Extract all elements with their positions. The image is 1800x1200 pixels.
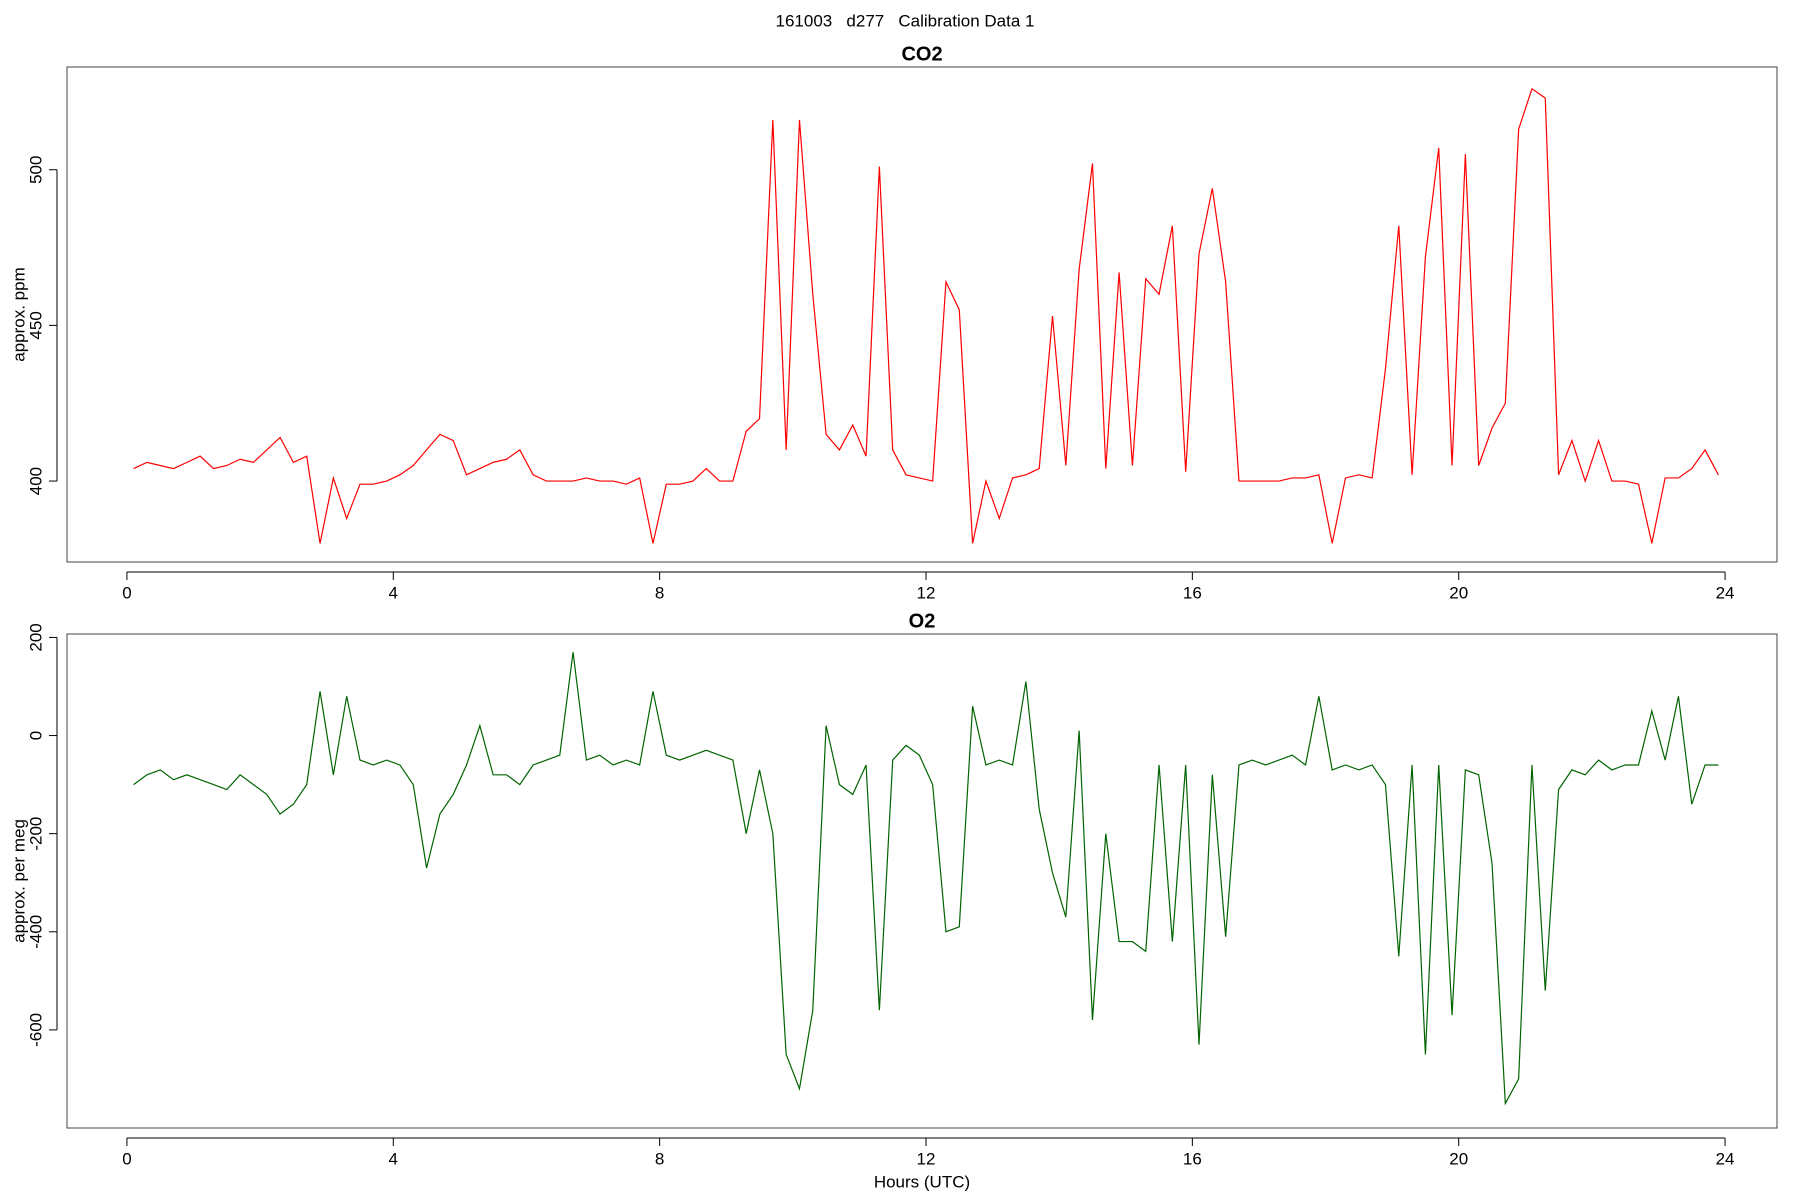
x-tick-label: 4: [389, 1149, 398, 1168]
y-tick-label: 500: [26, 156, 45, 184]
data-line: [133, 87, 1719, 544]
x-tick-label: 20: [1449, 583, 1468, 602]
x-tick-label: 20: [1449, 1149, 1468, 1168]
plot-frame: [66, 633, 1778, 1129]
chart-title: CO2: [901, 43, 942, 65]
x-tick-label: 24: [1716, 583, 1735, 602]
y-tick-label: -400: [26, 915, 45, 949]
x-tick-label: 12: [917, 1149, 936, 1168]
y-tick-label: 450: [26, 311, 45, 339]
x-tick-label: 24: [1716, 1149, 1735, 1168]
x-tick-label: 0: [122, 1149, 131, 1168]
chart-title: O2: [909, 610, 936, 632]
y-tick-label: 400: [26, 467, 45, 495]
plot-frame: [66, 66, 1778, 563]
y-tick-label: 200: [26, 623, 45, 651]
x-tick-label: 16: [1183, 583, 1202, 602]
x-tick-label: 0: [122, 583, 131, 602]
y-axis-label: approx. per meg: [9, 819, 28, 943]
y-tick-label: -600: [26, 1013, 45, 1047]
y-axis-label: approx. ppm: [9, 267, 28, 362]
figure-title: 161003 d277 Calibration Data 1: [776, 11, 1035, 30]
data-line: [133, 652, 1719, 1106]
x-tick-label: 12: [917, 583, 936, 602]
x-axis-label: Hours (UTC): [874, 1172, 970, 1191]
x-tick-label: 8: [655, 1149, 664, 1168]
x-tick-label: 4: [389, 583, 398, 602]
x-tick-label: 16: [1183, 1149, 1202, 1168]
y-tick-label: 0: [26, 731, 45, 740]
x-tick-label: 8: [655, 583, 664, 602]
y-tick-label: -200: [26, 817, 45, 851]
